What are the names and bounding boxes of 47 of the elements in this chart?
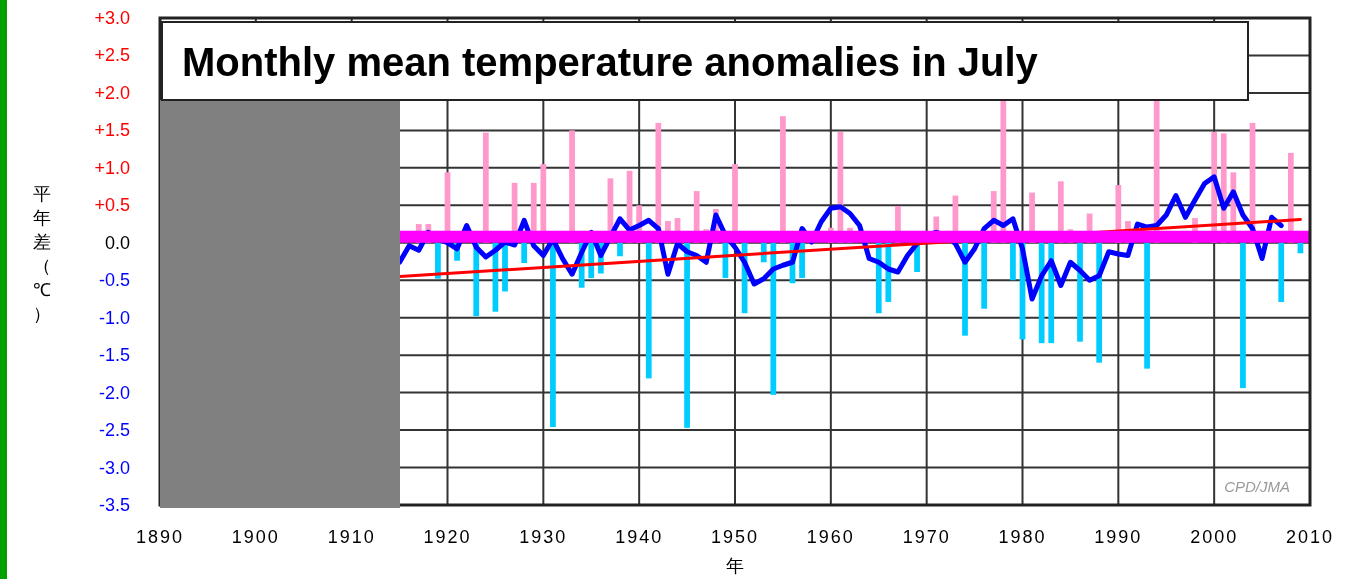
bar bbox=[1144, 242, 1150, 369]
bar bbox=[684, 242, 690, 428]
x-tick-label: 1990 bbox=[1094, 527, 1143, 547]
bar bbox=[1077, 242, 1083, 342]
bar bbox=[617, 242, 623, 257]
y-tick-label: -3.5 bbox=[98, 495, 130, 515]
bar bbox=[962, 242, 968, 336]
x-tick-label: 1970 bbox=[902, 527, 951, 547]
y-tick-label: +0.5 bbox=[94, 195, 130, 216]
bar bbox=[645, 242, 652, 379]
bar bbox=[588, 242, 595, 278]
bar bbox=[1096, 242, 1103, 363]
y-tick-label: -2.5 bbox=[98, 420, 130, 441]
bar bbox=[1010, 242, 1016, 281]
y-tick-label: -1.0 bbox=[98, 307, 130, 328]
y-tick-label: -0.5 bbox=[98, 270, 130, 291]
x-tick-label: 1940 bbox=[615, 527, 664, 547]
x-tick-label: 1890 bbox=[135, 527, 185, 547]
y-tick-label: -3.0 bbox=[98, 457, 130, 478]
y-tick-label: +2.0 bbox=[94, 82, 130, 103]
y-axis-title: 平年差（℃） bbox=[33, 184, 51, 324]
text: Monthly mean temperature anomalies in July bbox=[182, 40, 1039, 84]
bar bbox=[981, 242, 988, 309]
x-axis-title: 年 bbox=[726, 556, 744, 576]
bar bbox=[435, 242, 441, 279]
x-tick-label: 2000 bbox=[1190, 527, 1239, 547]
bar bbox=[550, 242, 556, 428]
x-tick-label: 1900 bbox=[231, 527, 280, 547]
bar bbox=[1278, 242, 1285, 302]
bar bbox=[770, 242, 777, 395]
x-tick-label: 1930 bbox=[519, 527, 568, 547]
y-tick-label: -2.0 bbox=[98, 382, 130, 403]
x-tick-label: 1960 bbox=[806, 527, 855, 547]
y-tick-label: 0.0 bbox=[104, 232, 130, 253]
bar bbox=[521, 242, 528, 263]
x-tick-label: 1980 bbox=[998, 527, 1047, 547]
x-tick-label: 1910 bbox=[327, 527, 376, 547]
annotation: CPD/JMA bbox=[1224, 478, 1290, 495]
x-tick-label: 1920 bbox=[423, 527, 472, 547]
x-tick-label: 2010 bbox=[1285, 527, 1335, 547]
y-tick-label: +1.5 bbox=[94, 120, 130, 141]
y-tick-label: +2.5 bbox=[94, 45, 130, 66]
y-tick-label: +1.0 bbox=[94, 157, 130, 178]
y-tick-label: +3.0 bbox=[94, 8, 130, 28]
bar bbox=[1240, 242, 1246, 389]
x-tick-label: 1950 bbox=[710, 527, 760, 547]
y-tick-label: -1.5 bbox=[98, 345, 130, 366]
